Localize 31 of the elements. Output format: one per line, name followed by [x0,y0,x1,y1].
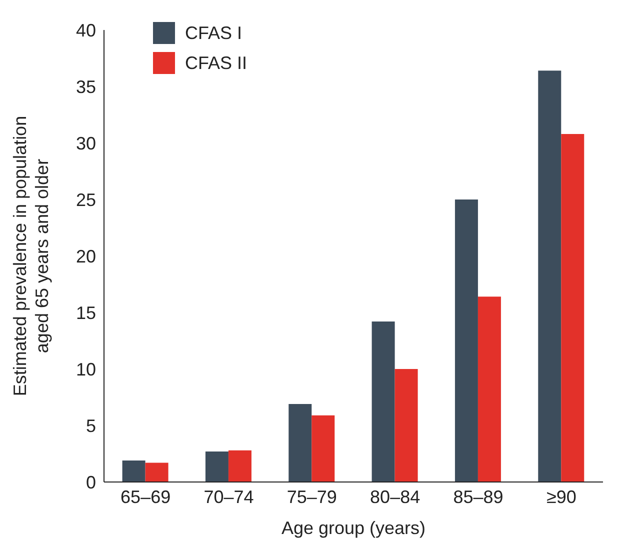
y-tick-label: 5 [86,416,96,436]
x-tick-label: ≥90 [546,486,576,507]
y-axis-title: Estimated prevalence in population aged 65 years and older [10,116,52,396]
bar [538,70,562,482]
bar [561,134,584,482]
bar [288,404,312,482]
y-tick-label: 15 [76,302,96,323]
bar [228,450,252,482]
x-tick-label: 70–74 [204,486,254,507]
bar [122,460,146,482]
bar [145,462,168,482]
legend-label: CFAS I [185,22,242,44]
bar [312,415,335,482]
y-tick-label: 0 [86,472,96,492]
bar [478,296,501,482]
x-tick-label: 65–69 [120,486,171,507]
x-axis-title: Age group (years) [281,518,426,538]
legend-label: CFAS II [185,52,248,74]
y-tick-label: 10 [76,359,96,380]
y-tick-label: 30 [76,133,96,154]
bar [394,369,418,482]
bar [454,200,478,482]
x-tick-label: 75–79 [286,486,337,507]
bar [205,451,228,482]
y-tick-label: 40 [76,20,96,40]
y-tick-label: 25 [76,190,96,210]
bar [372,322,395,482]
x-tick-label: 80–84 [370,486,420,507]
x-tick-label: 85–89 [453,486,504,507]
y-tick-label: 20 [76,246,96,266]
y-tick-label: 35 [76,76,96,97]
